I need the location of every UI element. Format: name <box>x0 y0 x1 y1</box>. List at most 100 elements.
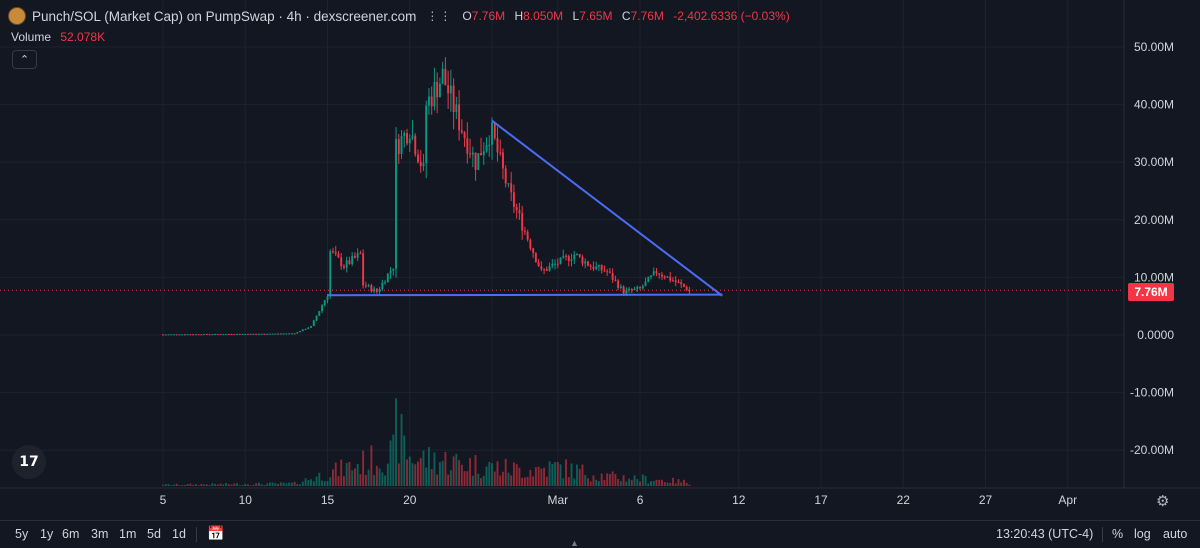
candle-body <box>189 334 192 336</box>
volume-bar <box>389 440 392 486</box>
candle-body <box>244 333 247 335</box>
collapse-legend-button[interactable]: ⌃ <box>12 50 37 69</box>
candle-body <box>493 122 496 139</box>
x-axis[interactable]: 5 10 15 20 Mar 6 12 17 22 27 Apr <box>160 493 1077 507</box>
candle-body <box>526 231 529 240</box>
volume-bar <box>164 484 167 486</box>
log-toggle[interactable]: log <box>1134 527 1151 541</box>
volume-bar <box>381 472 384 486</box>
candle-body <box>205 334 208 336</box>
candle-body <box>600 265 603 271</box>
chart-svg[interactable]: 50.00M 40.00M 30.00M 20.00M 10.00M 0.0000 -10.… <box>0 0 1200 520</box>
candle-body <box>181 334 184 336</box>
candle-body <box>565 255 567 257</box>
candle-body <box>433 81 436 107</box>
volume-bar <box>194 484 197 486</box>
volume-bar <box>496 461 499 486</box>
tf-1d[interactable]: 1d <box>172 527 186 541</box>
candle-body <box>186 334 189 336</box>
volume-bar <box>504 458 507 486</box>
trendline[interactable] <box>327 293 723 297</box>
volume-bar <box>238 485 241 486</box>
candle-body <box>507 183 510 185</box>
volume-bar <box>584 474 587 486</box>
volume-bar <box>480 478 482 486</box>
candle-body <box>257 333 260 335</box>
candle-body <box>334 252 337 254</box>
candle-body <box>395 138 398 269</box>
volume-bar <box>249 485 252 486</box>
auto-toggle[interactable]: auto <box>1163 527 1188 541</box>
volume-bar <box>356 463 359 486</box>
chevron-up-icon[interactable]: ▲ <box>570 538 579 548</box>
volume-bar <box>326 481 329 486</box>
candle-body <box>230 334 233 336</box>
tf-5y[interactable]: 5y <box>15 527 29 541</box>
volume-bar <box>482 475 485 486</box>
volume-bar <box>674 483 677 486</box>
y-axis[interactable]: 50.00M 40.00M 30.00M 20.00M 10.00M 0.0000 -10.… <box>1130 40 1174 457</box>
candle-body <box>554 263 557 265</box>
candle-body <box>183 334 186 336</box>
tf-6m[interactable]: 6m <box>62 527 80 541</box>
candle-body <box>197 334 200 336</box>
calendar-icon[interactable]: 📅 <box>207 525 225 541</box>
more-dots-icon[interactable]: ⋮⋮ <box>426 9 453 23</box>
candle-body <box>466 138 469 154</box>
candle-body <box>340 257 343 267</box>
volume-bar <box>463 471 466 486</box>
volume-bar <box>425 467 428 486</box>
tf-3m[interactable]: 3m <box>91 527 109 541</box>
candle-body <box>216 333 219 335</box>
volume-bar <box>186 483 189 486</box>
volume-bar <box>485 466 488 486</box>
candle-body <box>647 277 650 282</box>
candle-body <box>301 329 304 332</box>
volume-bar <box>652 481 655 486</box>
candle-body <box>214 333 217 335</box>
volume-bar <box>178 485 181 486</box>
clock-readout[interactable]: 13:20:43 (UTC-4) <box>996 527 1094 541</box>
volume-bar <box>554 462 557 486</box>
volume-bar <box>614 474 617 486</box>
candle-body <box>192 334 195 336</box>
trendline[interactable] <box>491 119 723 297</box>
tf-1y[interactable]: 1y <box>40 527 54 541</box>
candle-body <box>650 275 652 278</box>
volume-bar <box>403 435 406 486</box>
percent-toggle[interactable]: % <box>1112 527 1124 541</box>
tf-5d[interactable]: 5d <box>147 527 161 541</box>
volume-bar <box>318 472 321 486</box>
chart-title[interactable]: Punch/SOL (Market Cap) on PumpSwap · 4h … <box>32 8 417 24</box>
volume-bar <box>595 479 598 486</box>
candle-body <box>247 333 249 335</box>
volume-bar <box>222 484 225 486</box>
volume-bar <box>630 480 633 486</box>
candle-body <box>310 326 313 328</box>
volume-bar <box>181 484 184 486</box>
volume-bar <box>460 464 463 486</box>
volume-bar <box>233 483 236 486</box>
gear-icon[interactable]: ⚙ <box>1156 493 1170 510</box>
volume-bar <box>466 471 469 486</box>
volume-bar <box>606 473 609 486</box>
volume-bar <box>512 462 515 486</box>
candle-body <box>584 261 587 264</box>
tradingview-logo-icon[interactable]: 17 <box>12 445 46 479</box>
current-price-badge: 7.76M <box>1128 283 1174 301</box>
tf-1m[interactable]: 1m <box>119 527 137 541</box>
trendlines[interactable] <box>327 119 723 297</box>
volume-bar <box>266 483 269 486</box>
volume-bar <box>167 484 170 486</box>
candle-body <box>236 333 238 335</box>
candle-body <box>515 206 518 211</box>
candle-body <box>460 130 463 133</box>
candle-body <box>241 333 244 335</box>
candle-body <box>194 334 197 336</box>
candle-body <box>619 286 622 288</box>
volume-bar <box>351 470 354 486</box>
candle-body <box>581 256 584 264</box>
candle-body <box>436 81 439 98</box>
candle-body <box>249 333 252 335</box>
